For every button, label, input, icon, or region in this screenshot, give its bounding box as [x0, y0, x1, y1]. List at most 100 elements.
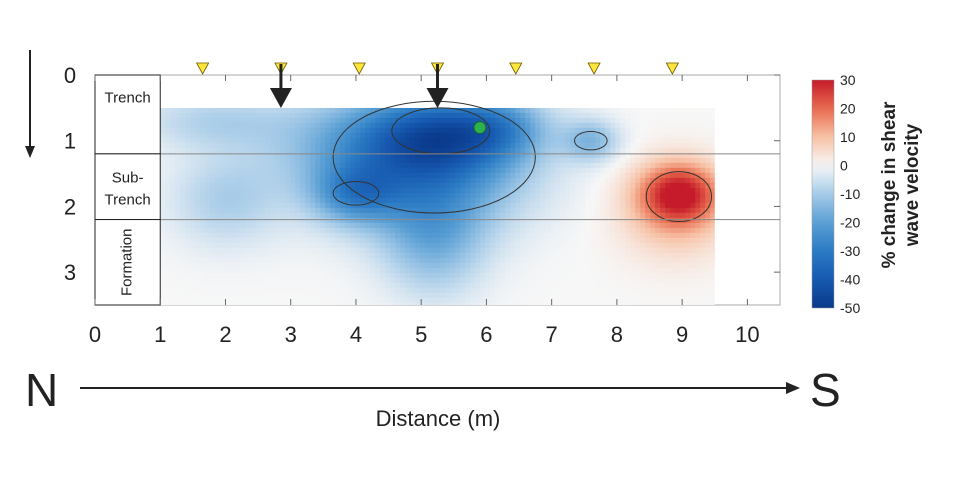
field-cell: [285, 302, 291, 305]
field-cell: [425, 212, 431, 219]
field-cell: [490, 257, 496, 264]
field-cell: [225, 127, 231, 134]
field-cell: [520, 292, 526, 299]
field-cell: [395, 117, 401, 124]
field-cell: [675, 247, 681, 254]
field-cell: [585, 192, 591, 199]
field-cell: [615, 227, 621, 234]
field-cell: [695, 182, 701, 189]
field-cell: [450, 137, 456, 144]
field-cell: [330, 277, 336, 284]
field-cell: [610, 282, 616, 289]
field-cell: [325, 172, 331, 179]
field-cell: [430, 262, 436, 269]
field-cell: [280, 232, 286, 239]
field-cell: [570, 252, 576, 259]
field-cell: [505, 232, 511, 239]
field-cell: [315, 207, 321, 214]
field-cell: [450, 237, 456, 244]
field-cell: [285, 182, 291, 189]
field-cell: [615, 112, 621, 119]
field-cell: [180, 292, 186, 299]
field-cell: [485, 172, 491, 179]
field-cell: [470, 217, 476, 224]
field-cell: [640, 272, 646, 279]
field-cell: [655, 227, 661, 234]
field-cell: [570, 237, 576, 244]
field-cell: [255, 202, 261, 209]
colorbar-tick-label: -10: [840, 186, 860, 202]
field-cell: [415, 197, 421, 204]
field-cell: [705, 242, 711, 249]
field-cell: [665, 177, 671, 184]
field-cell: [710, 197, 715, 204]
field-cell: [350, 277, 356, 284]
field-cell: [585, 122, 591, 129]
field-cell: [695, 302, 701, 305]
field-cell: [655, 182, 661, 189]
field-cell: [180, 177, 186, 184]
field-cell: [445, 117, 451, 124]
field-cell: [435, 262, 441, 269]
field-cell: [240, 237, 246, 244]
field-cell: [540, 122, 546, 129]
field-cell: [420, 212, 426, 219]
field-cell: [230, 162, 236, 169]
field-cell: [610, 302, 616, 305]
field-cell: [430, 192, 436, 199]
field-cell: [265, 202, 271, 209]
field-cell: [440, 242, 446, 249]
field-cell: [365, 302, 371, 305]
field-cell: [690, 292, 696, 299]
field-cell: [445, 162, 451, 169]
field-cell: [595, 117, 601, 124]
field-cell: [195, 147, 201, 154]
field-cell: [175, 227, 181, 234]
field-cell: [365, 107, 371, 114]
field-cell: [165, 202, 171, 209]
field-cell: [590, 272, 596, 279]
field-cell: [535, 122, 541, 129]
field-cell: [245, 212, 251, 219]
field-cell: [500, 117, 506, 124]
field-cell: [685, 277, 691, 284]
field-cell: [630, 117, 636, 124]
field-cell: [370, 237, 376, 244]
field-cell: [365, 277, 371, 284]
field-cell: [385, 112, 391, 119]
field-cell: [240, 217, 246, 224]
field-cell: [545, 297, 551, 304]
field-cell: [280, 292, 286, 299]
field-cell: [685, 167, 691, 174]
field-cell: [630, 142, 636, 149]
field-cell: [575, 227, 581, 234]
field-cell: [585, 272, 591, 279]
field-cell: [460, 162, 466, 169]
field-cell: [375, 262, 381, 269]
field-cell: [480, 187, 486, 194]
field-cell: [705, 217, 711, 224]
field-cell: [315, 222, 321, 229]
field-cell: [310, 262, 316, 269]
field-cell: [660, 287, 666, 294]
field-cell: [305, 137, 311, 144]
field-cell: [520, 132, 526, 139]
field-cell: [200, 267, 206, 274]
field-cell: [560, 157, 566, 164]
field-cell: [400, 172, 406, 179]
field-cell: [290, 137, 296, 144]
field-cell: [570, 127, 576, 134]
field-cell: [385, 297, 391, 304]
field-cell: [655, 132, 661, 139]
field-cell: [175, 132, 181, 139]
field-cell: [505, 302, 511, 305]
field-cell: [360, 207, 366, 214]
field-cell: [380, 217, 386, 224]
field-cell: [325, 222, 331, 229]
field-cell: [200, 252, 206, 259]
field-cell: [445, 132, 451, 139]
field-cell: [620, 237, 626, 244]
field-cell: [595, 252, 601, 259]
field-cell: [535, 107, 541, 114]
field-cell: [560, 262, 566, 269]
